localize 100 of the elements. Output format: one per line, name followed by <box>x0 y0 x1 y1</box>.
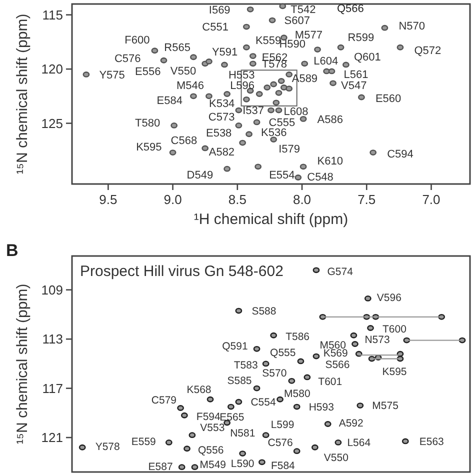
point <box>402 438 409 444</box>
y-axis-title: ¹⁵N chemical shift (ppm) <box>14 284 31 444</box>
annotation: K610 <box>317 156 344 168</box>
annotation: S566 <box>325 358 350 371</box>
point <box>279 3 286 10</box>
annotation: F594 <box>196 411 221 424</box>
annotation: T542 <box>290 4 316 16</box>
point <box>300 164 307 170</box>
point <box>178 464 186 470</box>
point <box>268 107 274 114</box>
annotation: V547 <box>341 80 367 92</box>
annotation: T601 <box>318 376 342 388</box>
point <box>243 44 250 50</box>
annotation: T580 <box>135 117 160 130</box>
annotation: K536 <box>261 126 287 139</box>
point <box>270 332 278 338</box>
annotation: C576 <box>268 436 293 449</box>
point <box>191 464 198 470</box>
point <box>272 100 280 106</box>
annotation: K559 <box>255 35 282 48</box>
point <box>350 332 358 338</box>
point <box>286 86 293 92</box>
point <box>221 62 228 68</box>
point <box>184 446 190 452</box>
point <box>288 378 296 384</box>
point <box>328 68 336 74</box>
point <box>286 72 293 78</box>
point <box>275 107 282 114</box>
point <box>235 398 242 405</box>
point <box>190 54 197 60</box>
point <box>249 60 256 67</box>
point <box>169 150 176 156</box>
point <box>246 6 254 12</box>
x-axis-title: ¹H chemical shift (ppm) <box>194 211 348 228</box>
annotation: S585 <box>227 374 252 387</box>
annotation: Y578 <box>95 441 120 454</box>
point <box>352 341 358 347</box>
annotation: C573 <box>208 111 235 124</box>
point <box>278 78 285 84</box>
point <box>364 296 372 302</box>
point <box>78 444 86 450</box>
point <box>297 358 304 364</box>
point <box>275 90 282 96</box>
annotation: L604 <box>314 55 338 68</box>
point <box>334 440 342 446</box>
y-axis-title: ¹⁵N chemical shift (ppm) <box>14 14 31 174</box>
annotation: E560 <box>375 93 402 106</box>
point <box>355 350 362 357</box>
annotation: E554 <box>269 170 295 182</box>
point <box>253 119 260 126</box>
point <box>151 48 158 54</box>
annotation: C594 <box>387 148 414 160</box>
annotation: M549 <box>200 458 226 471</box>
point <box>227 404 234 410</box>
annotation: C576 <box>114 53 141 66</box>
annotation: N573 <box>364 334 390 346</box>
point <box>324 421 332 427</box>
annotation: K568 <box>186 384 212 396</box>
point <box>337 44 344 50</box>
y-tick-label: 117 <box>42 380 63 396</box>
point <box>224 166 231 172</box>
annotation: N570 <box>398 20 426 33</box>
annotation: Y575 <box>99 69 125 82</box>
point <box>206 58 212 64</box>
annotation: Y591 <box>212 46 238 58</box>
point <box>342 62 350 68</box>
annotation: N581 <box>230 427 256 440</box>
point <box>262 360 270 367</box>
point <box>330 80 336 86</box>
annotation: K595 <box>382 366 407 378</box>
annotation: D549 <box>186 170 214 182</box>
point <box>264 84 271 90</box>
point <box>311 444 318 450</box>
annotation: T583 <box>234 359 258 372</box>
point <box>300 116 307 122</box>
point <box>280 84 288 90</box>
annotation: Q556 <box>198 444 224 456</box>
y-tick-label: 109 <box>41 282 63 298</box>
x-tick-label: 8.5 <box>228 192 246 207</box>
annotation: C554 <box>250 396 276 409</box>
x-tick-label: 9.5 <box>99 192 118 207</box>
text: Prospect Hill virus Gn 548-602 <box>80 263 284 280</box>
point <box>170 122 178 128</box>
y-tick-label: 121 <box>41 430 63 446</box>
point <box>319 314 326 320</box>
annotation: R565 <box>164 42 190 54</box>
point <box>235 308 242 314</box>
annotation: S588 <box>252 305 276 318</box>
annotation: V553 <box>200 422 225 434</box>
annotation: Q566 <box>337 2 364 15</box>
annotation: R599 <box>348 32 374 44</box>
annotation: G574 <box>327 266 354 278</box>
annotation: A586 <box>317 114 344 126</box>
annotation: M580 <box>284 388 310 400</box>
annotation: C548 <box>307 171 334 184</box>
point <box>243 96 250 102</box>
point <box>276 396 284 402</box>
annotation: L564 <box>347 437 371 450</box>
annotation: I579 <box>278 143 300 156</box>
annotation: Q601 <box>354 52 381 64</box>
